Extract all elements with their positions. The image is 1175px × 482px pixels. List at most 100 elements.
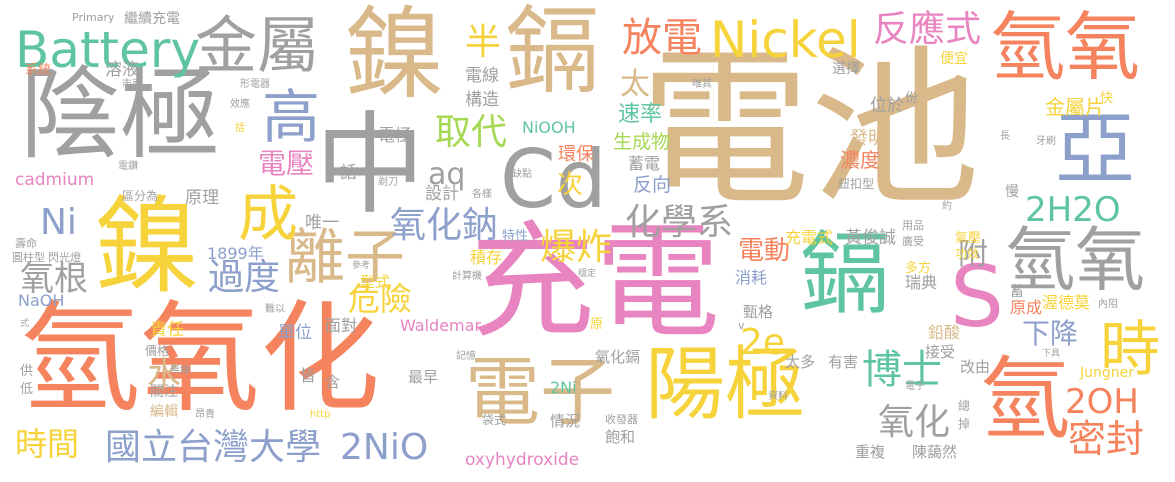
word: 成	[238, 180, 298, 250]
word: 昂貴	[195, 409, 215, 420]
word: 關注	[150, 384, 178, 400]
word: 市面	[122, 79, 142, 90]
word: 金屬	[195, 9, 320, 82]
word: 溶液	[105, 60, 139, 80]
word: 原成	[1010, 298, 1043, 317]
word: 選擇	[832, 61, 860, 77]
word: S	[950, 248, 1004, 347]
word: 計算機	[452, 271, 482, 282]
word: NaOH	[18, 291, 65, 310]
word: 各樣	[472, 189, 492, 200]
word: 亞	[1055, 103, 1135, 196]
word: Ni	[40, 202, 77, 243]
word: 陰極	[20, 56, 220, 173]
word: 氫氧化	[20, 290, 380, 429]
word: 放電	[622, 15, 702, 61]
word: 電池	[640, 31, 981, 229]
word: 渥德莫	[1042, 293, 1091, 312]
word: 情況	[550, 412, 581, 430]
word: 高	[262, 83, 321, 151]
word: 國立台灣大學	[105, 427, 322, 468]
word: 鎳	[345, 0, 445, 113]
word: oxyhydroxide	[465, 450, 580, 470]
word: 面對	[325, 316, 358, 335]
word: 掉	[958, 417, 971, 431]
word: 爆炸	[540, 227, 613, 268]
word: 甄格	[743, 303, 774, 321]
word: 閃光燈	[48, 251, 81, 264]
word: 內阻	[1098, 299, 1118, 310]
word: 鎳	[95, 186, 201, 308]
word: 記憶	[456, 351, 476, 362]
word: 陳藹然	[912, 443, 958, 461]
word: 供	[20, 364, 34, 379]
word: 份	[905, 91, 919, 106]
word: 總	[958, 399, 971, 413]
word: 接受	[925, 343, 956, 361]
word: 穩定	[578, 269, 597, 279]
word: 鈕扣型	[838, 177, 875, 191]
word: 無線	[170, 365, 190, 376]
word: 過度	[208, 257, 281, 298]
word: 最早	[408, 368, 439, 386]
word: 反向	[633, 174, 672, 196]
word: 慢	[1005, 184, 1019, 200]
word: 含	[325, 373, 341, 391]
word: 氧化	[878, 402, 951, 443]
word: 皆	[300, 366, 317, 385]
word: 附	[958, 237, 988, 272]
word: 電極	[378, 126, 412, 146]
word: 長	[1000, 131, 1010, 142]
word: 改由	[960, 358, 991, 376]
word: 括	[235, 123, 245, 134]
word: NiOOH	[522, 118, 576, 137]
word: 反應式	[873, 9, 982, 50]
word: 低	[20, 382, 34, 397]
word: 消耗	[735, 268, 768, 287]
word: 時	[1100, 315, 1160, 385]
word: 設計	[425, 184, 459, 204]
word: 重複	[855, 443, 886, 461]
word: cadmium	[15, 170, 95, 190]
word: 化學系	[625, 202, 734, 243]
word: 金屬片	[1045, 95, 1105, 119]
word: 氫氧	[1005, 219, 1145, 301]
word: aq	[428, 157, 466, 192]
word: 博士	[862, 347, 942, 393]
word: Waldemar	[400, 316, 482, 335]
word: Battery	[15, 21, 201, 79]
word: 中	[315, 101, 425, 229]
word: 生成物	[613, 131, 671, 153]
word: 2Ni	[550, 378, 577, 397]
word: 效應	[230, 99, 250, 110]
word: 半	[465, 22, 502, 63]
word: 氧根	[20, 259, 88, 299]
word: 充電	[470, 210, 720, 355]
word: 難以	[265, 304, 285, 315]
word: 約	[942, 201, 952, 212]
word: 牙刷	[1036, 136, 1056, 147]
word: 唯其	[692, 79, 712, 90]
word: 鎘	[800, 222, 890, 327]
word: 便宜	[940, 51, 968, 67]
word: 速率	[618, 102, 663, 127]
word: 構造	[465, 90, 499, 110]
word: 氧化鎘	[595, 348, 641, 366]
word: 1899年	[207, 244, 264, 263]
word: 特性	[502, 229, 529, 244]
word: 式	[20, 319, 30, 329]
word: 區分為	[122, 189, 159, 203]
word: 下具	[1042, 349, 1061, 359]
word: 編輯	[150, 404, 178, 420]
word: 水	[147, 355, 181, 395]
word: 蓄電	[628, 154, 661, 173]
word: 陽極	[645, 338, 805, 431]
word: 太	[620, 67, 650, 102]
word: 鉛酸	[928, 323, 961, 342]
word: 氫	[980, 347, 1070, 452]
word: 環保	[558, 144, 594, 165]
word: 發明	[850, 128, 886, 149]
word: 電線	[465, 66, 499, 86]
word: 有害	[828, 353, 859, 371]
word: 價格	[145, 344, 170, 358]
